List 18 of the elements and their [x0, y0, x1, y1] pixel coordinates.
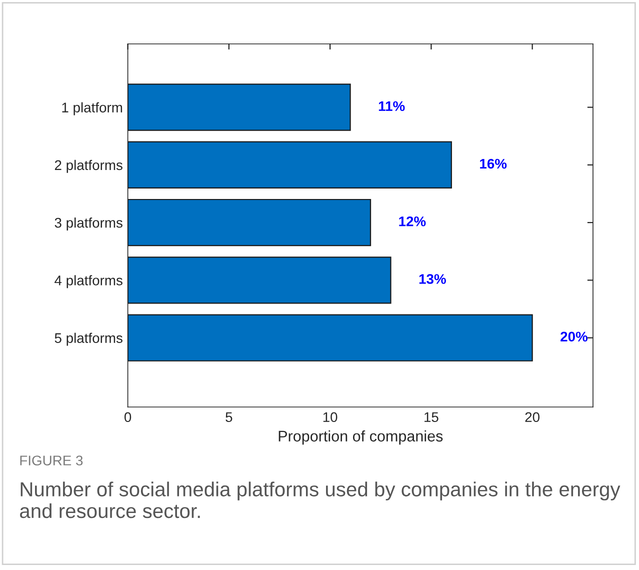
data-label: 13% — [419, 274, 446, 284]
caption: FIGURE 3 — [20, 456, 83, 466]
y-tick-label: 3 platforms — [54, 218, 122, 230]
x-tick-label: 15 — [424, 412, 438, 422]
data-label: 16% — [480, 158, 507, 169]
y-tick-label: 4 platforms — [54, 275, 122, 288]
x-tick-label: 5 — [226, 412, 232, 422]
y-tick-label: 2 platforms — [54, 160, 122, 173]
x-tick-label: 0 — [124, 412, 132, 422]
x-axis-title: Proportion of companies — [278, 430, 443, 445]
x-tick-label: 10 — [323, 412, 338, 422]
text: Number of social media platforms used by companies in the energy and resource sector. — [20, 482, 620, 518]
y-tick-label: 5 platforms — [54, 332, 122, 346]
data-label: 11% — [378, 101, 405, 111]
data-label: 20% — [560, 332, 588, 342]
data-label: 12% — [399, 216, 426, 226]
x-tick-label: 20 — [525, 412, 540, 422]
y-tick-label: 1 platform — [62, 102, 122, 116]
